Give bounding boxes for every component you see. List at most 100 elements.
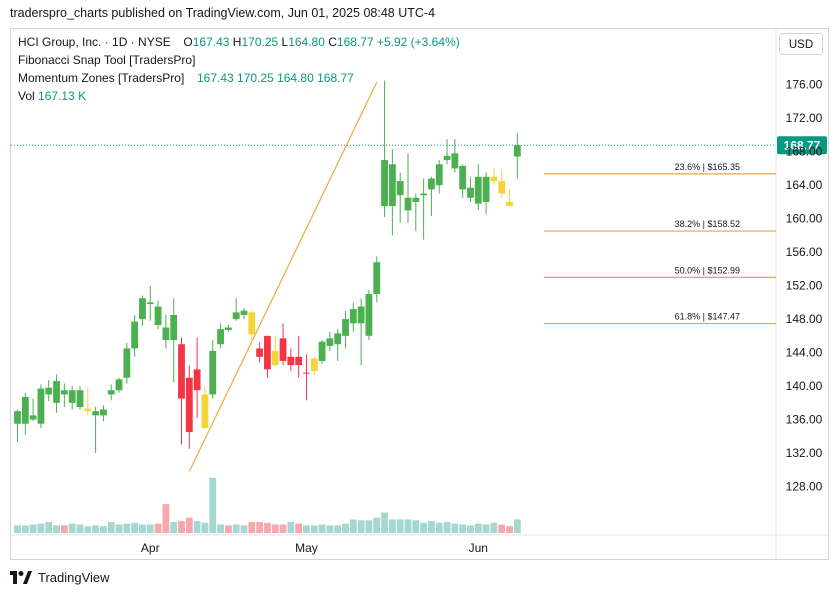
y-tick-label: 160.00 (786, 212, 823, 226)
volume-bar (162, 504, 170, 533)
candle-body (303, 372, 310, 374)
high-label: H (232, 35, 242, 49)
footer: TradingView (10, 570, 110, 585)
open-label: O (183, 35, 193, 49)
volume-bar (271, 524, 279, 533)
volume-bar (248, 521, 256, 533)
change-value: +5.92 (+3.64%) (376, 35, 460, 49)
volume-bar (92, 525, 99, 533)
y-tick-label: 144.00 (786, 346, 823, 360)
volume-bar (420, 522, 428, 533)
volume-bar (357, 520, 365, 533)
candle-body (310, 358, 318, 372)
volume-bar (256, 521, 264, 533)
volume-bar (373, 517, 381, 533)
volume-value: 167.13 K (38, 89, 87, 103)
candle-body (342, 319, 349, 336)
volume-bar (318, 524, 326, 533)
volume-bar (146, 524, 154, 533)
open-value: 167.43 (192, 35, 230, 49)
high-value: 170.25 (241, 35, 279, 49)
volume-bar (365, 520, 373, 533)
candle-body (123, 348, 131, 378)
y-tick-label: 168.00 (786, 145, 823, 159)
close-label: C (328, 35, 337, 49)
y-tick-label: 128.00 (786, 480, 823, 494)
candle-body (170, 314, 178, 341)
volume-bar (310, 525, 318, 533)
candle-body (474, 176, 482, 204)
volume-bar (14, 525, 21, 533)
volume-bar (381, 512, 388, 533)
candle-body (443, 155, 451, 161)
candle-body (279, 338, 287, 361)
fib-level-label: 50.0% | $152.99 (675, 265, 740, 275)
momentum-name[interactable]: Momentum Zones [TradersPro] (18, 71, 185, 85)
volume-bar (170, 521, 178, 533)
candle-body (154, 306, 162, 325)
candle-body (60, 390, 68, 395)
x-tick-label: Apr (141, 541, 160, 555)
chart-frame[interactable] (10, 28, 829, 560)
candle-body (224, 327, 232, 330)
candle-body (92, 411, 99, 416)
volume-bar (123, 523, 131, 533)
candle-body (373, 262, 381, 294)
volume-bars (14, 477, 521, 533)
volume-bar (232, 524, 240, 533)
volume-bar (404, 519, 412, 533)
volume-label: Vol (18, 89, 35, 103)
volume-bar (498, 524, 506, 533)
low-value: 164.80 (288, 35, 325, 49)
volume-bar (443, 521, 451, 533)
volume-bar (224, 525, 232, 533)
volume-bar (76, 524, 84, 533)
candles (14, 80, 521, 454)
candle-body (498, 181, 506, 194)
candle-body (482, 176, 490, 202)
legend-momentum[interactable]: Momentum Zones [TradersPro] 167.43 170.2… (18, 71, 354, 85)
fib-swing-line (188, 81, 378, 472)
candle-body (209, 350, 217, 395)
legend-symbol-row[interactable]: HCI Group, Inc. · 1D · NYSE O167.43 H170… (18, 35, 460, 49)
fib-level-label: 23.6% | $165.35 (675, 162, 740, 172)
y-tick-label: 132.00 (786, 446, 823, 460)
y-tick-label: 140.00 (786, 379, 823, 393)
volume-bar (193, 521, 201, 533)
price-axis: 168.77 176.00 172.00 168.00 164.00 160.00 156.… (11, 78, 827, 494)
symbol-name[interactable]: HCI Group, Inc. · 1D · NYSE (18, 35, 171, 49)
candle-body (295, 356, 303, 366)
legend-volume[interactable]: Vol 167.13 K (18, 89, 86, 103)
volume-bar (428, 521, 435, 533)
candle-body (139, 298, 146, 320)
volume-bar (115, 524, 123, 533)
candle-body (435, 164, 443, 186)
time-axis: Apr May Jun (141, 541, 488, 555)
fib-tool-name[interactable]: Fibonacci Snap Tool [TradersPro] (18, 53, 196, 67)
volume-bar (53, 525, 60, 533)
candle-body (100, 409, 107, 416)
candle-body (193, 369, 201, 391)
candle-body (146, 302, 154, 305)
volume-bar (185, 517, 193, 533)
volume-bar (506, 526, 513, 533)
x-tick-label: Jun (469, 541, 488, 555)
volume-bar (334, 525, 342, 533)
volume-bar (482, 524, 490, 533)
volume-bar (68, 523, 76, 533)
volume-bar (107, 521, 115, 533)
fib-level-label: 38.2% | $158.52 (675, 219, 740, 229)
volume-bar (295, 523, 303, 533)
volume-bar (459, 524, 467, 533)
x-tick-label: May (295, 541, 318, 555)
volume-bar (209, 477, 217, 533)
currency-button[interactable]: USD (779, 33, 823, 55)
candle-body (232, 312, 240, 320)
volume-bar (154, 523, 162, 533)
volume-bar (139, 524, 146, 533)
candle-body (271, 350, 279, 366)
legend-fib-tool[interactable]: Fibonacci Snap Tool [TradersPro] (18, 53, 195, 67)
candle-body (264, 335, 271, 370)
candle-body (287, 356, 295, 366)
